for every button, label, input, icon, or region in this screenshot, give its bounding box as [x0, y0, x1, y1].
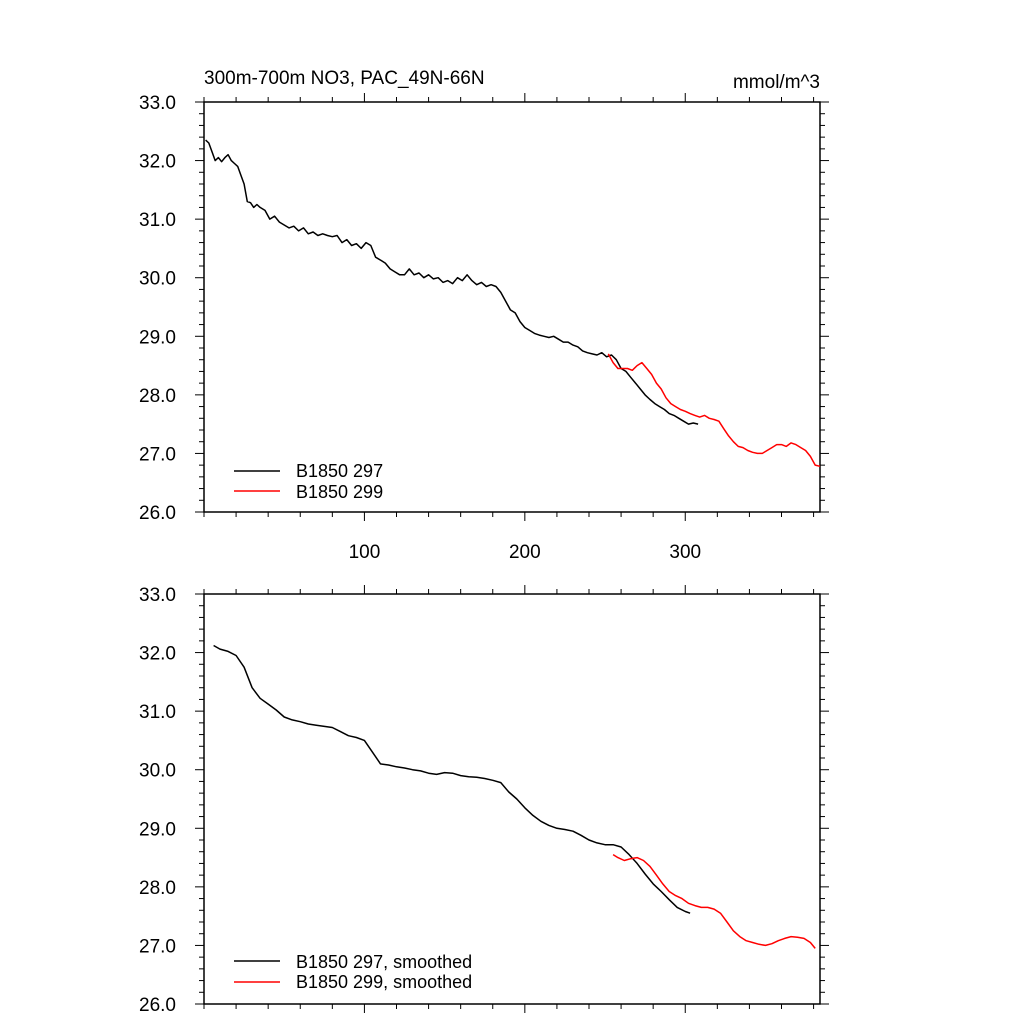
top-series-lines — [205, 139, 821, 468]
y-tick-label: 33.0 — [139, 585, 176, 606]
bottom-axes-ticks — [195, 585, 829, 1013]
bottom-legend-label-299: B1850 299, smoothed — [296, 972, 472, 992]
y-tick-label: 31.0 — [139, 702, 176, 723]
bottom-series-lines — [213, 644, 816, 949]
bottom-y-tick-labels: 26.0 27.0 28.0 29.0 30.0 31.0 32.0 33.0 — [139, 585, 176, 1016]
top-panel: 300m-700m NO3, PAC_49N-66N mmol/m^3 26.0… — [139, 68, 829, 563]
y-tick-label: 32.0 — [139, 644, 176, 665]
top-axes-ticks — [195, 93, 829, 521]
bottom-panel: 26.0 27.0 28.0 29.0 30.0 31.0 32.0 33.0 B1850 2… — [139, 585, 829, 1016]
y-tick-label: 31.0 — [139, 210, 176, 231]
series-line-299 — [612, 853, 816, 949]
y-tick-label: 30.0 — [139, 269, 176, 290]
y-tick-label: 26.0 — [139, 503, 176, 524]
y-tick-label: 28.0 — [139, 386, 176, 407]
top-x-tick-labels: 100 200 300 — [349, 542, 702, 563]
x-tick-label: 200 — [509, 542, 541, 563]
top-legend-label-299: B1850 299 — [296, 482, 383, 502]
y-tick-label: 32.0 — [139, 152, 176, 173]
top-legend-label-297: B1850 297 — [296, 461, 383, 481]
y-tick-label: 29.0 — [139, 819, 176, 840]
series-line-297 — [205, 139, 699, 425]
top-plot-frame — [203, 101, 821, 513]
series-line-299 — [607, 353, 821, 468]
y-tick-label: 27.0 — [139, 936, 176, 957]
top-chart-units: mmol/m^3 — [733, 72, 820, 93]
top-legend: B1850 297 B1850 299 — [234, 461, 383, 502]
y-tick-label: 29.0 — [139, 327, 176, 348]
series-line-297 — [213, 644, 691, 914]
y-tick-label: 27.0 — [139, 444, 176, 465]
y-tick-label: 30.0 — [139, 761, 176, 782]
x-tick-label: 300 — [669, 542, 701, 563]
bottom-plot-frame — [203, 593, 821, 1005]
y-tick-label: 26.0 — [139, 995, 176, 1016]
y-tick-label: 33.0 — [139, 93, 176, 114]
top-chart-title: 300m-700m NO3, PAC_49N-66N — [204, 68, 485, 89]
y-tick-label: 28.0 — [139, 878, 176, 899]
x-tick-label: 100 — [349, 542, 381, 563]
bottom-legend-label-297: B1850 297, smoothed — [296, 952, 472, 972]
top-y-tick-labels: 26.0 27.0 28.0 29.0 30.0 31.0 32.0 33.0 — [139, 93, 176, 524]
bottom-legend: B1850 297, smoothed B1850 299, smoothed — [234, 952, 472, 992]
